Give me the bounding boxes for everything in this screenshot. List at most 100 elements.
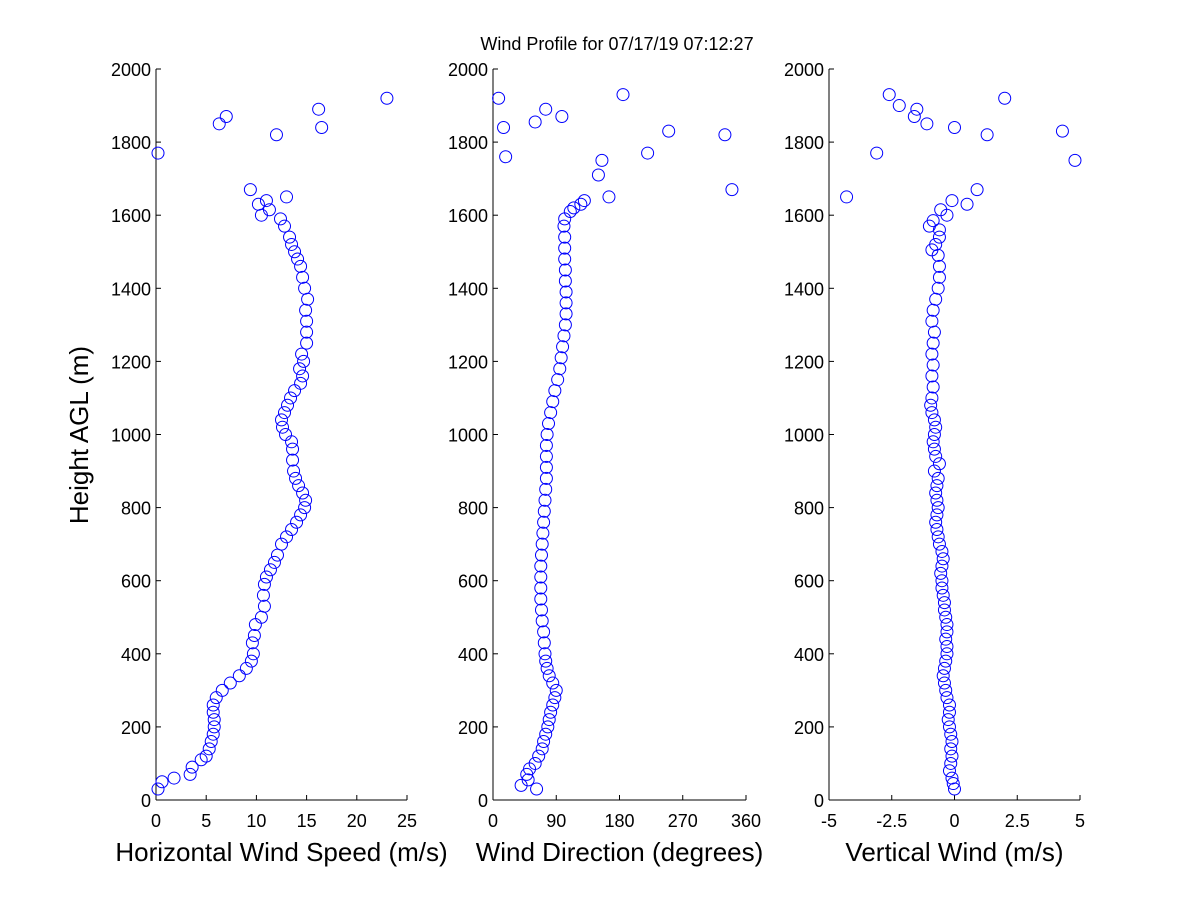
x-axis-label: Wind Direction (degrees) bbox=[476, 837, 764, 867]
data-point bbox=[556, 340, 570, 354]
data-point bbox=[185, 760, 199, 774]
data-point bbox=[278, 219, 292, 233]
data-point bbox=[539, 482, 553, 496]
x-tick-label: -5 bbox=[821, 811, 837, 831]
data-point bbox=[925, 314, 939, 328]
data-point bbox=[284, 391, 298, 405]
x-tick-label: 15 bbox=[297, 811, 317, 831]
data-point bbox=[870, 146, 884, 160]
data-point bbox=[940, 691, 954, 705]
data-point bbox=[538, 647, 552, 661]
data-point bbox=[936, 669, 950, 683]
data-point bbox=[292, 479, 306, 493]
data-point bbox=[155, 775, 169, 789]
y-tick-label: 1400 bbox=[111, 279, 151, 299]
y-tick-label: 1600 bbox=[111, 206, 151, 226]
data-point bbox=[151, 146, 165, 160]
data-point bbox=[926, 214, 940, 228]
data-point bbox=[294, 508, 308, 522]
data-point bbox=[942, 698, 956, 712]
x-axis-label: Horizontal Wind Speed (m/s) bbox=[115, 837, 447, 867]
data-point bbox=[546, 395, 560, 409]
data-point bbox=[920, 117, 934, 131]
data-point bbox=[239, 661, 253, 675]
y-tick-label: 1800 bbox=[111, 133, 151, 153]
data-point bbox=[546, 676, 560, 690]
data-point bbox=[202, 742, 216, 756]
data-point bbox=[925, 406, 939, 420]
data-point bbox=[926, 380, 940, 394]
data-point bbox=[537, 515, 551, 529]
data-point bbox=[534, 592, 548, 606]
data-point bbox=[223, 676, 237, 690]
x-tick-label: 0 bbox=[949, 811, 959, 831]
data-point bbox=[276, 420, 290, 434]
data-point bbox=[930, 523, 944, 537]
data-point bbox=[929, 420, 943, 434]
data-point bbox=[295, 347, 309, 361]
y-tick-label: 1200 bbox=[111, 352, 151, 372]
data-point bbox=[930, 508, 944, 522]
data-point bbox=[492, 91, 506, 105]
data-point bbox=[932, 230, 946, 244]
data-point bbox=[539, 438, 553, 452]
data-point bbox=[257, 577, 271, 591]
data-point bbox=[925, 347, 939, 361]
data-point bbox=[559, 285, 573, 299]
data-point bbox=[937, 661, 951, 675]
subplot-2: 0 200 400 600 800 1000 1200 1400 1600 1800 2000 0 90… bbox=[448, 60, 763, 867]
data-point bbox=[1068, 153, 1082, 167]
data-point bbox=[980, 128, 994, 142]
data-point bbox=[544, 705, 558, 719]
data-point bbox=[290, 515, 304, 529]
y-tick-label: 2000 bbox=[784, 60, 824, 80]
data-point bbox=[942, 705, 956, 719]
x-tick-label: 25 bbox=[397, 811, 417, 831]
data-point bbox=[945, 735, 959, 749]
data-point bbox=[294, 376, 308, 390]
data-point bbox=[945, 771, 959, 785]
data-point bbox=[551, 373, 565, 387]
data-point bbox=[935, 559, 949, 573]
data-point bbox=[534, 581, 548, 595]
data-point bbox=[286, 442, 300, 456]
data-point bbox=[931, 471, 945, 485]
data-point bbox=[286, 453, 300, 467]
data-point bbox=[929, 449, 943, 463]
data-point bbox=[312, 102, 326, 116]
data-point bbox=[537, 625, 551, 639]
data-point bbox=[296, 369, 310, 383]
x-tick-label: 2.5 bbox=[1005, 811, 1030, 831]
x-tick-label: 90 bbox=[546, 811, 566, 831]
data-point bbox=[931, 530, 945, 544]
data-point bbox=[926, 358, 940, 372]
x-tick-label: 20 bbox=[347, 811, 367, 831]
data-point bbox=[940, 625, 954, 639]
data-point bbox=[219, 110, 233, 124]
y-tick-label: 1600 bbox=[448, 206, 488, 226]
data-point bbox=[932, 259, 946, 273]
y-tick-label: 800 bbox=[121, 499, 151, 519]
data-point bbox=[574, 197, 588, 211]
y-tick-label: 0 bbox=[141, 791, 151, 811]
data-point bbox=[532, 749, 546, 763]
data-point bbox=[939, 610, 953, 624]
data-point bbox=[946, 777, 960, 791]
data-point bbox=[542, 713, 556, 727]
data-point bbox=[544, 406, 558, 420]
subplot-1: 0 200 400 600 800 1000 1200 1400 1600 1800 2000 0 5 1… bbox=[111, 60, 448, 867]
data-point bbox=[558, 241, 572, 255]
y-tick-label: 1000 bbox=[111, 426, 151, 446]
data-point bbox=[528, 115, 542, 129]
x-tick-label: 5 bbox=[201, 811, 211, 831]
data-point bbox=[927, 464, 941, 478]
data-point bbox=[245, 636, 259, 650]
data-point bbox=[243, 183, 257, 197]
data-point bbox=[300, 336, 314, 350]
data-point bbox=[932, 270, 946, 284]
data-point bbox=[937, 676, 951, 690]
y-tick-label: 200 bbox=[794, 718, 824, 738]
data-point bbox=[206, 705, 220, 719]
data-series bbox=[840, 88, 1082, 796]
